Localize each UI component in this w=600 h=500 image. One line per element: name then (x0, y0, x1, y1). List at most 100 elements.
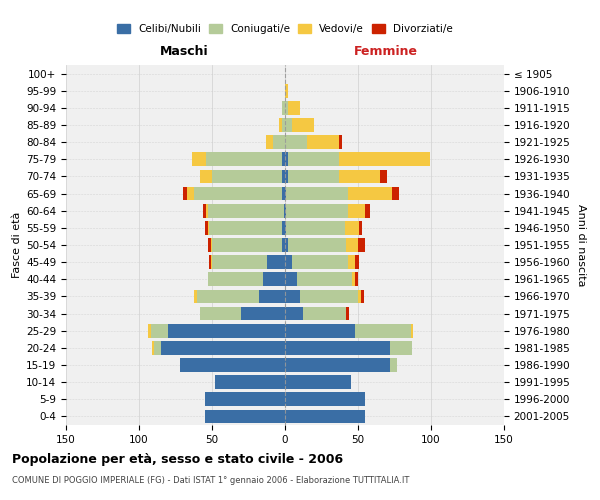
Bar (209, 221, 282, 234)
Bar (279, 118, 282, 132)
Bar (208, 221, 209, 234)
Bar (346, 238, 358, 252)
Bar (168, 324, 285, 338)
Y-axis label: Fasce di età: Fasce di età (12, 212, 22, 278)
Bar (365, 204, 370, 218)
Bar (292, 256, 348, 269)
Bar (191, 152, 206, 166)
Bar (285, 376, 350, 389)
Legend: Celibi/Nubili, Coniugati/e, Vedovi/e, Divorziati/e: Celibi/Nubili, Coniugati/e, Vedovi/e, Di… (113, 20, 457, 38)
Bar (299, 290, 358, 304)
Bar (286, 221, 345, 234)
Bar (285, 221, 286, 234)
Bar (358, 290, 361, 304)
Text: Popolazione per età, sesso e stato civile - 2006: Popolazione per età, sesso e stato civil… (12, 452, 343, 466)
Bar (302, 306, 346, 320)
Bar (285, 341, 390, 354)
Bar (282, 152, 285, 166)
Bar (410, 324, 413, 338)
Y-axis label: Anni di nascita: Anni di nascita (576, 204, 586, 286)
Bar (285, 238, 288, 252)
Bar (355, 324, 410, 338)
Bar (282, 186, 285, 200)
Bar (206, 152, 282, 166)
Bar (288, 152, 339, 166)
Bar (285, 118, 292, 132)
Bar (211, 256, 212, 269)
Bar (212, 170, 282, 183)
Bar (339, 170, 380, 183)
Bar (194, 290, 197, 304)
Bar (274, 136, 285, 149)
Bar (194, 186, 282, 200)
Bar (361, 290, 364, 304)
Bar (380, 170, 387, 183)
Bar (288, 170, 339, 183)
Bar (348, 204, 365, 218)
Bar (212, 238, 282, 252)
Bar (352, 272, 355, 286)
Text: Femmine: Femmine (354, 45, 418, 58)
Bar (151, 324, 168, 338)
Bar (200, 306, 241, 320)
Text: Maschi: Maschi (160, 45, 209, 58)
Bar (208, 204, 284, 218)
Bar (285, 306, 302, 320)
Bar (390, 358, 397, 372)
Bar (197, 290, 259, 304)
Bar (307, 136, 339, 149)
Text: COMUNE DI POGGIO IMPERIALE (FG) - Dati ISTAT 1° gennaio 2006 - Elaborazione TUTT: COMUNE DI POGGIO IMPERIALE (FG) - Dati I… (12, 476, 409, 485)
Bar (348, 256, 355, 269)
Bar (292, 118, 314, 132)
Bar (285, 392, 365, 406)
Bar (286, 186, 348, 200)
Bar (296, 272, 352, 286)
Bar (161, 341, 285, 354)
Bar (148, 324, 151, 338)
Bar (285, 152, 288, 166)
Bar (346, 306, 349, 320)
Bar (288, 101, 299, 114)
Bar (339, 136, 342, 149)
Bar (282, 221, 285, 234)
Bar (241, 306, 285, 320)
Bar (200, 170, 212, 183)
Bar (285, 256, 292, 269)
Bar (152, 341, 154, 354)
Bar (392, 186, 399, 200)
Bar (358, 238, 365, 252)
Bar (208, 238, 211, 252)
Bar (187, 186, 194, 200)
Bar (205, 221, 208, 234)
Bar (282, 118, 285, 132)
Bar (268, 256, 285, 269)
Bar (205, 410, 285, 424)
Bar (355, 272, 358, 286)
Bar (211, 238, 212, 252)
Bar (209, 256, 211, 269)
Bar (285, 272, 296, 286)
Bar (285, 84, 288, 98)
Bar (285, 290, 299, 304)
Bar (183, 186, 187, 200)
Bar (355, 256, 359, 269)
Bar (348, 186, 392, 200)
Bar (285, 358, 390, 372)
Bar (339, 152, 430, 166)
Bar (285, 204, 286, 218)
Bar (288, 238, 346, 252)
Bar (215, 376, 285, 389)
Bar (284, 204, 285, 218)
Bar (180, 358, 285, 372)
Bar (359, 221, 362, 234)
Bar (208, 272, 263, 286)
Bar (282, 101, 285, 114)
Bar (259, 290, 285, 304)
Bar (285, 170, 288, 183)
Bar (286, 204, 348, 218)
Bar (345, 221, 359, 234)
Bar (285, 410, 365, 424)
Bar (203, 204, 206, 218)
Bar (285, 136, 307, 149)
Bar (212, 256, 268, 269)
